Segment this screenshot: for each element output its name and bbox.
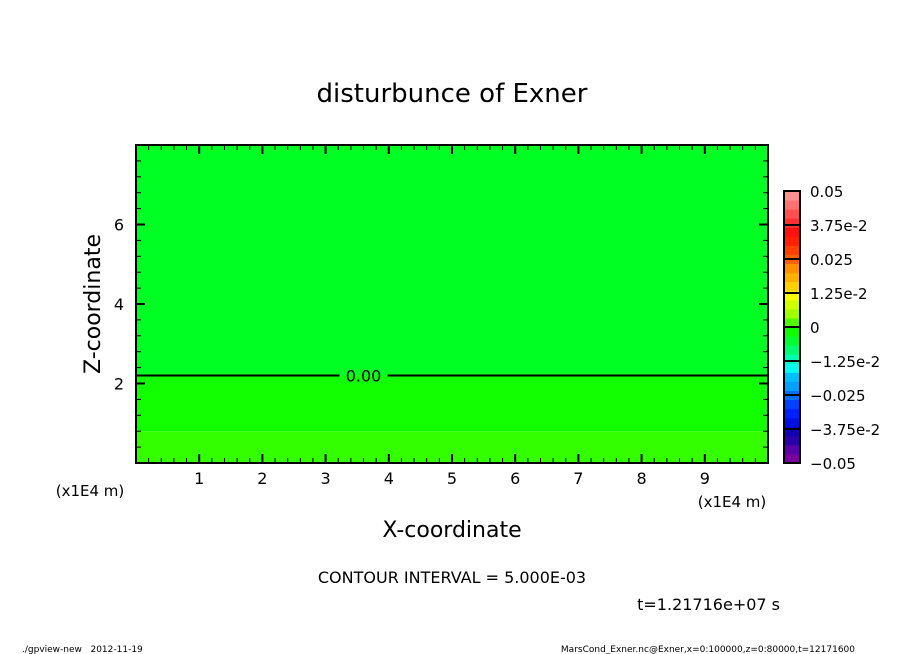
x-tick-label: 8 [637,469,647,488]
y-tick-label: 2 [114,375,124,394]
colorbar-swatch [784,209,800,219]
x-tick-label: 2 [257,469,267,488]
y-tick-label: 4 [114,295,124,314]
colorbar-label: −0.025 [810,387,866,405]
x-tick-label: 9 [700,469,710,488]
colorbar-swatch [784,417,800,428]
x-tick-label: 5 [447,469,457,488]
time-label: t=1.21716e+07 s [637,595,780,614]
colorbar-label: 1.25e-2 [810,285,868,303]
colorbar-label: 3.75e-2 [810,217,868,235]
colorbar-swatch [784,191,800,201]
colorbar-label: 0.05 [810,183,843,201]
colorbar-swatch [784,200,800,210]
footer-left: ./gpview-new 2012-11-19 [22,645,143,654]
colorbar-swatch [784,236,800,246]
colorbar-swatch [784,363,800,373]
colorbar-swatch [784,327,800,337]
contour-band [136,375,768,432]
colorbar-swatch [784,399,800,410]
colorbar-swatch [784,272,800,283]
colorbar-swatch [784,290,800,301]
colorbar-swatch [784,381,800,391]
y-unit-label: (x1E4 m) [56,482,125,500]
x-unit-label: (x1E4 m) [698,493,767,511]
colorbar-swatch [784,218,800,228]
colorbar-swatch [784,227,800,237]
colorbar-swatch [784,372,800,382]
colorbar: −0.05 −3.75e-2 −0.025 −1.25e-2 0 1.25e-2 0.025… [783,183,880,473]
contour-interval: CONTOUR INTERVAL = 5.000E-03 [318,568,586,587]
colorbar-frame [783,190,801,464]
colorbar-swatch [784,408,800,419]
colorbar-swatch [784,281,800,292]
colorbar-swatch [784,299,800,310]
x-tick-label: 6 [510,469,520,488]
colorbar-label: 0 [810,319,820,337]
colorbar-swatch [784,345,800,355]
colorbar-swatch [784,426,800,437]
x-tick-label: 4 [384,469,394,488]
y-tick-label: 6 [114,216,124,235]
colorbar-swatch [784,317,800,328]
colorbar-swatch [784,354,800,364]
x-tick-label: 3 [321,469,331,488]
contour-label: 0.00 [346,367,382,386]
plot-area: 0.00 1 2 3 4 5 6 7 8 9 2 4 6 [114,144,769,488]
colorbar-swatch [784,263,800,274]
chart-title: disturbunce of Exner [317,79,588,109]
x-axis-label: X-coordinate [382,518,521,543]
footer-right: MarsCond_Exner.nc@Exner,x=0:100000,z=0:8… [561,645,855,654]
x-tick-label: 1 [194,469,204,488]
colorbar-swatch [784,308,800,319]
colorbar-swatch [784,435,800,446]
colorbar-label: −0.05 [810,455,856,473]
y-axis-label: Z-coordinate [81,234,106,374]
colorbar-swatch [784,444,800,455]
colorbar-swatch [784,245,800,255]
colorbar-swatch [784,453,800,464]
colorbar-label: −1.25e-2 [810,353,880,371]
colorbar-label: −3.75e-2 [810,421,880,439]
contour-band [136,145,768,376]
colorbar-swatch [784,336,800,346]
x-tick-label: 7 [573,469,583,488]
colorbar-label: 0.025 [810,251,853,269]
